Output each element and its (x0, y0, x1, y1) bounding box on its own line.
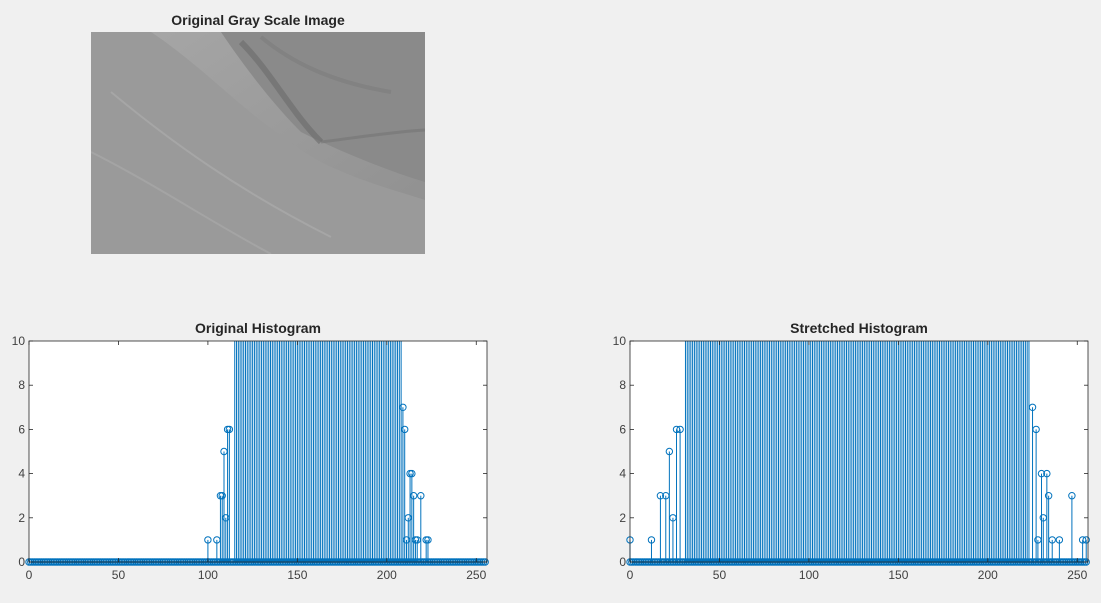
x-tick-label: 200 (377, 568, 397, 582)
x-tick-label: 200 (978, 568, 998, 582)
x-tick-label: 250 (1067, 568, 1087, 582)
y-tick-label: 8 (619, 378, 626, 392)
grayscale-image (90, 32, 426, 255)
x-tick-label: 100 (198, 568, 218, 582)
stem-marker (1032, 425, 1040, 434)
stem-marker (225, 425, 234, 434)
stem-marker (409, 492, 418, 500)
stem-series (626, 341, 1090, 566)
stem-marker (1044, 492, 1053, 500)
axes-box (28, 340, 488, 563)
x-tick-label: 150 (888, 568, 908, 582)
y-tick-label: 2 (619, 511, 626, 525)
y-tick-label: 0 (18, 555, 25, 569)
stem-marker (424, 536, 432, 544)
stem-marker (1068, 492, 1076, 500)
stem-marker (656, 492, 665, 500)
stem-marker (1082, 536, 1090, 544)
stretched-histogram-title: Stretched Histogram (790, 320, 928, 336)
axes-box (629, 340, 1089, 563)
original-histogram-plot: 0 50 100 150 200 250 0 2 4 6 8 10 (12, 334, 489, 582)
stem-marker (1048, 536, 1056, 544)
stem-series (25, 341, 489, 566)
y-tick-label: 0 (619, 555, 626, 569)
stem-marker (218, 492, 226, 500)
stem-marker (647, 536, 656, 544)
y-tick-label: 10 (613, 334, 627, 348)
y-tick-label: 10 (12, 334, 26, 348)
stem-marker (1037, 469, 1046, 478)
stem-marker (401, 425, 409, 434)
x-tick-label: 150 (287, 568, 307, 582)
y-tick-label: 4 (18, 467, 25, 481)
stem-marker (676, 425, 684, 434)
stem-marker (665, 447, 674, 456)
x-tick-label: 100 (799, 568, 819, 582)
stretched-histogram-plot: 0 50 100 150 200 250 0 2 4 6 8 10 (613, 334, 1090, 582)
x-tick-label: 250 (466, 568, 486, 582)
image-title: Original Gray Scale Image (171, 12, 345, 28)
original-histogram-title: Original Histogram (194, 320, 322, 336)
y-tick-label: 2 (18, 511, 25, 525)
y-tick-label: 8 (18, 378, 25, 392)
y-tick-label: 4 (619, 467, 626, 481)
stem-marker (672, 425, 681, 434)
stem-marker (1055, 536, 1064, 544)
stem-marker (408, 469, 416, 478)
x-tick-label: 50 (112, 568, 126, 582)
y-tick-label: 6 (619, 422, 626, 436)
landscape-image-art (90, 32, 426, 255)
y-tick-label: 6 (18, 422, 25, 436)
stem-marker (204, 536, 212, 544)
stem-marker (417, 492, 425, 500)
x-tick-label: 50 (713, 568, 727, 582)
stem-marker (399, 403, 407, 412)
stem-marker (1028, 403, 1037, 412)
stem-marker (1043, 469, 1051, 478)
x-tick-label: 0 (26, 568, 33, 582)
x-tick-label: 0 (627, 568, 634, 582)
